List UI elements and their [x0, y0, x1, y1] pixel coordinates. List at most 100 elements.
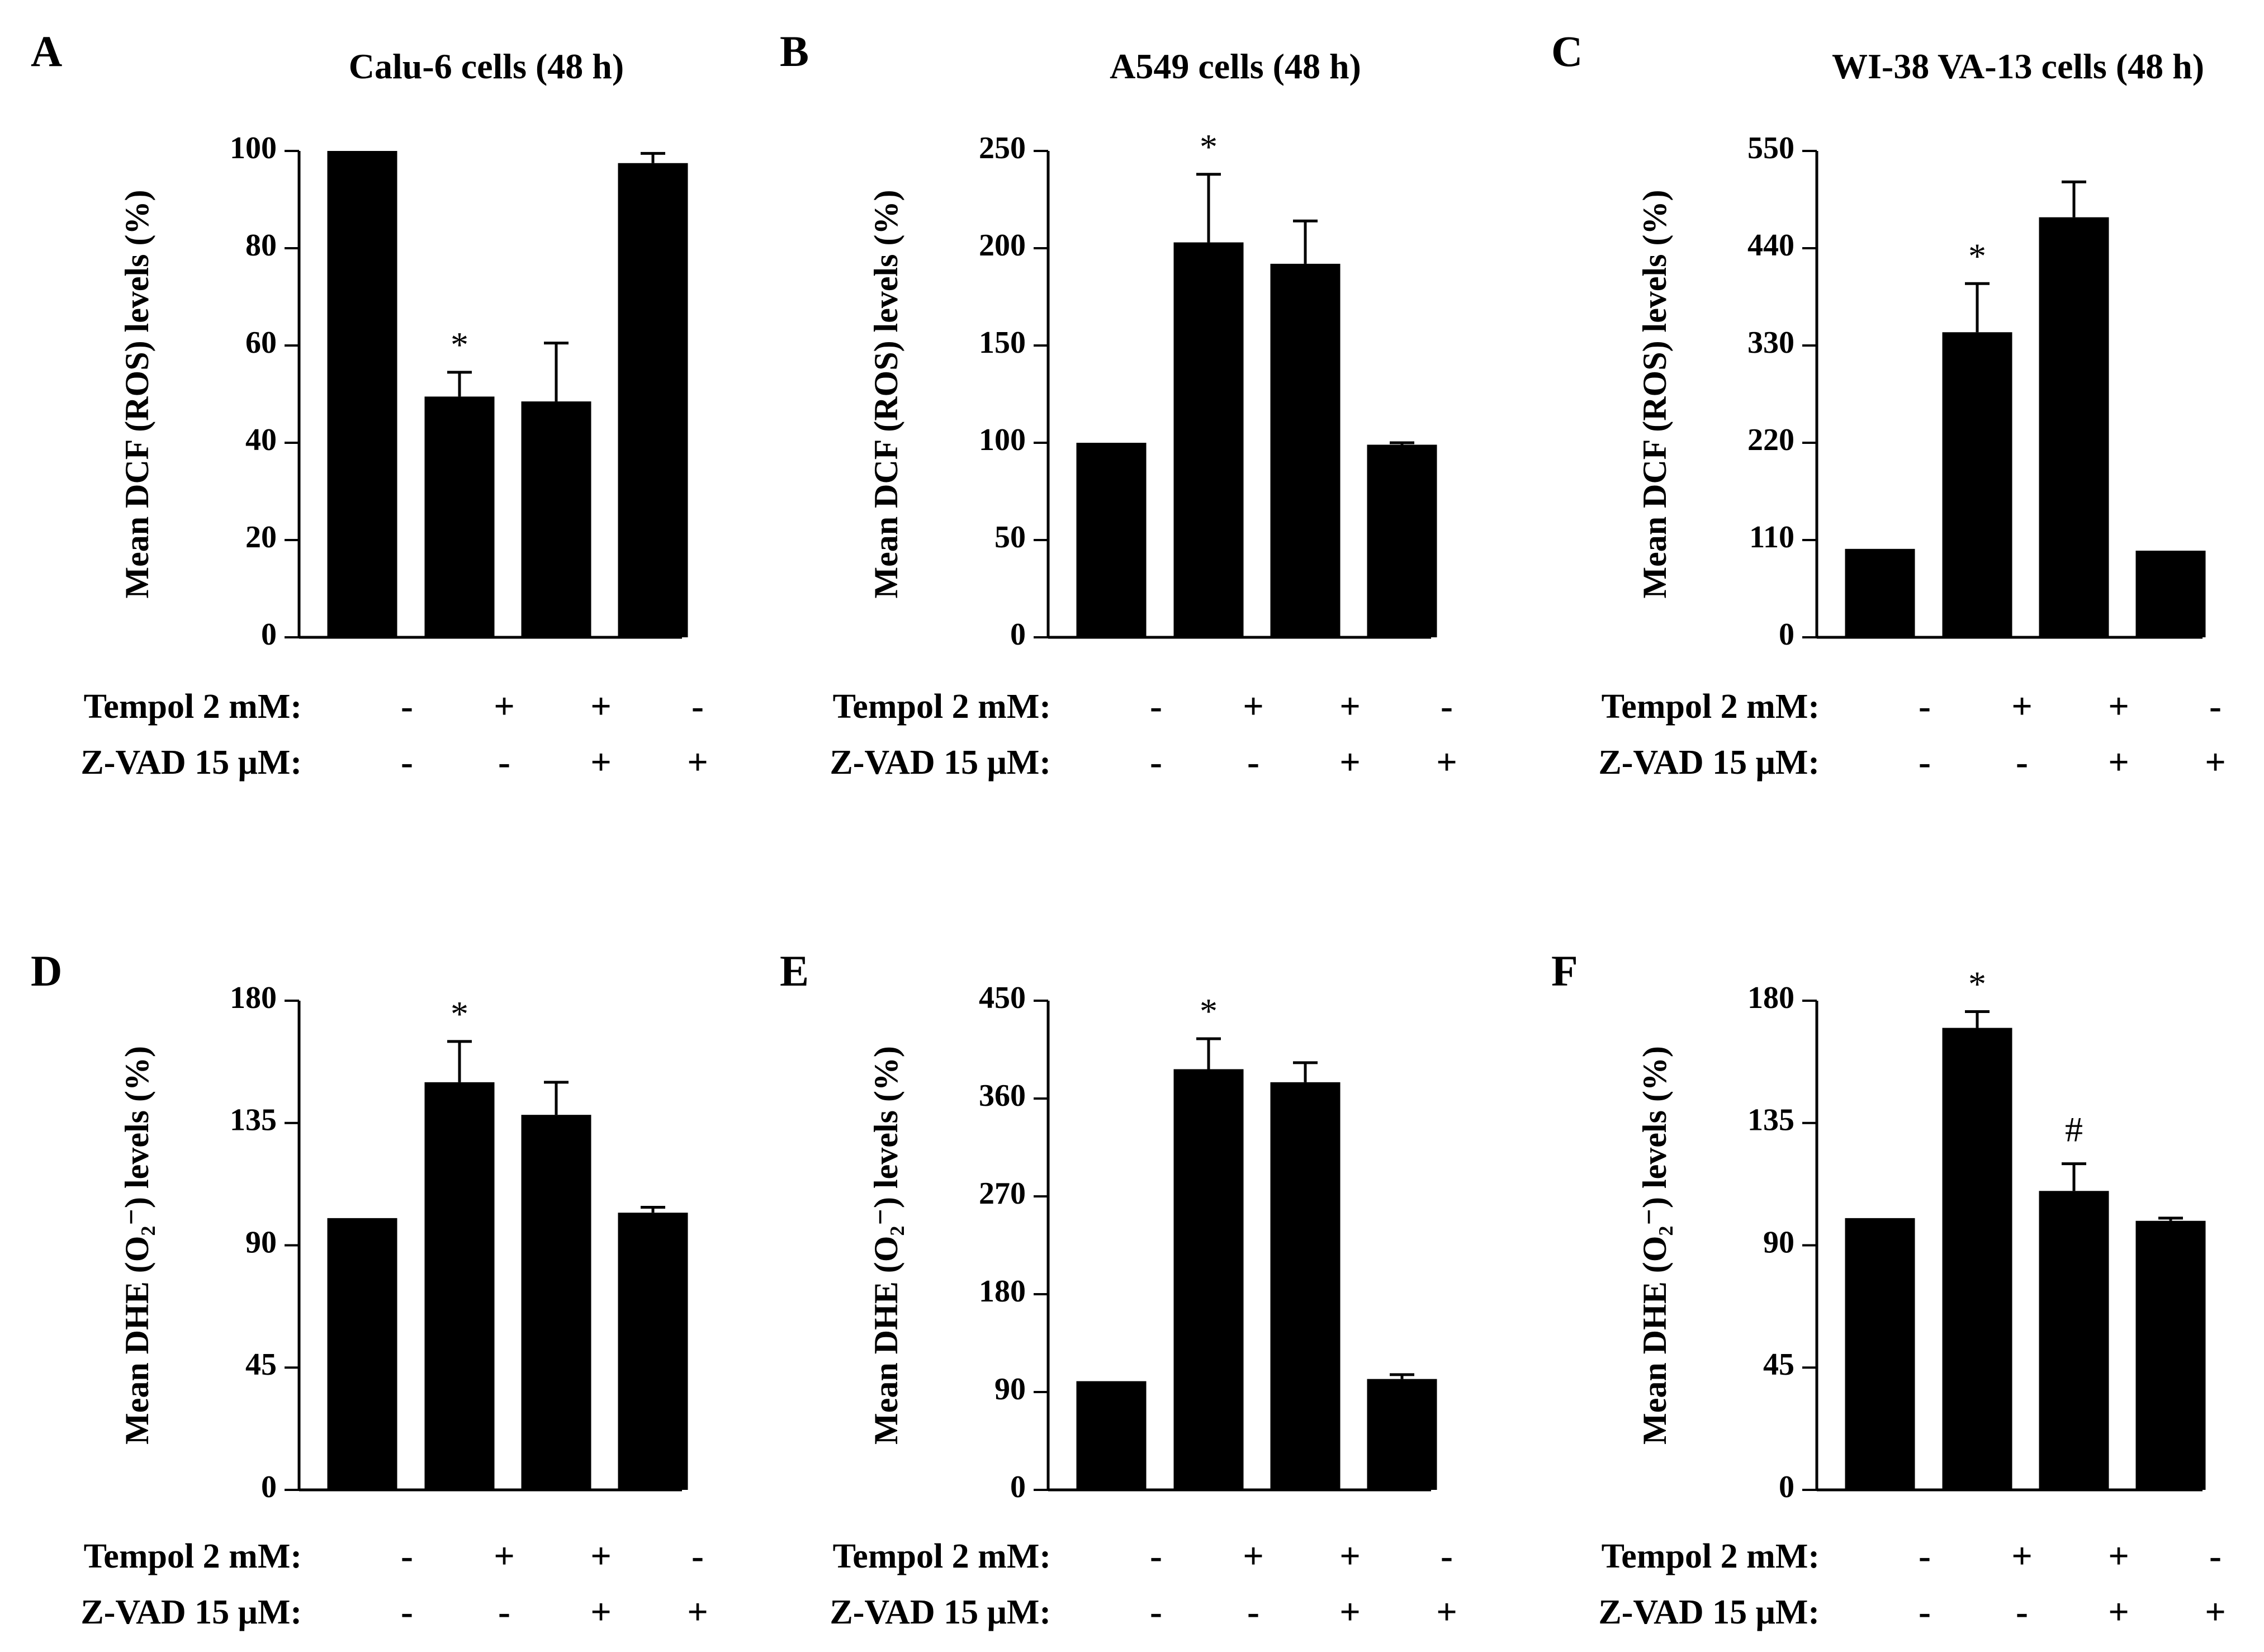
bar	[2135, 550, 2206, 637]
condition-sign: +	[590, 1536, 612, 1577]
significance-mark: *	[1200, 991, 1218, 1031]
y-tick-label: 0	[261, 1470, 277, 1504]
condition-sign: -	[498, 742, 510, 783]
condition-label: Tempol 2 mM:	[833, 1537, 1051, 1575]
condition-sign: +	[2011, 686, 2033, 727]
bar	[618, 163, 688, 637]
y-tick-label: 50	[994, 520, 1026, 555]
y-tick-label: 360	[979, 1078, 1026, 1113]
condition-sign: +	[590, 686, 612, 727]
condition-sign: -	[2016, 1592, 2028, 1632]
bar	[1173, 1069, 1244, 1490]
condition-sign: +	[1243, 1536, 1264, 1577]
condition-sign: +	[2108, 686, 2129, 727]
y-axis-label: Mean DHE (O₂⁻) levels (%)	[868, 1046, 904, 1445]
condition-sign: -	[1919, 1592, 1931, 1632]
condition-sign: -	[1919, 686, 1931, 727]
condition-sign: -	[1247, 742, 1259, 783]
condition-label: Tempol 2 mM:	[833, 688, 1051, 726]
condition-sign: -	[1247, 1592, 1259, 1632]
bar	[521, 401, 591, 637]
y-tick-label: 45	[1763, 1347, 1794, 1382]
y-axis-label: Mean DHE (O₂⁻) levels (%)	[1636, 1046, 1673, 1445]
condition-sign: +	[687, 1592, 708, 1632]
condition-sign: +	[2011, 1536, 2033, 1577]
condition-sign: -	[1919, 1536, 1931, 1577]
condition-sign: -	[2016, 742, 2028, 783]
y-tick-label: 135	[1747, 1103, 1794, 1138]
panel-letter: F	[1551, 946, 1578, 995]
bar	[1942, 332, 2012, 637]
condition-sign: +	[1243, 686, 1264, 727]
condition-sign: +	[1436, 1592, 1457, 1632]
panel-letter: C	[1551, 27, 1583, 75]
y-tick-label: 270	[979, 1176, 1026, 1211]
bar	[327, 151, 397, 637]
condition-sign: -	[1150, 1592, 1162, 1632]
chart-panel-e: E Mean DHE (O₂⁻) levels (%) 0 90 180 270 360 45…	[780, 946, 1457, 1632]
condition-label: Tempol 2 mM:	[1602, 1537, 1820, 1575]
y-tick-label: 60	[245, 325, 277, 360]
bar	[2039, 217, 2109, 637]
condition-sign: +	[1339, 686, 1361, 727]
condition-sign: +	[2108, 742, 2129, 783]
condition-sign: -	[691, 1536, 704, 1577]
condition-sign: -	[1150, 1536, 1162, 1577]
y-tick-label: 100	[979, 423, 1026, 457]
chart-panel-b: B A549 cells (48 h) Mean DCF (ROS) levels …	[780, 27, 1457, 783]
y-tick-label: 100	[230, 131, 277, 165]
condition-sign: -	[1441, 686, 1453, 727]
y-tick-label: 90	[994, 1372, 1026, 1407]
bar	[1845, 1218, 1915, 1490]
y-tick-label: 0	[261, 617, 277, 652]
condition-label: Z-VAD 15 μM:	[1598, 744, 1820, 782]
condition-sign: -	[401, 742, 413, 783]
bar	[618, 1213, 688, 1490]
bar	[1076, 1381, 1147, 1490]
y-tick-label: 180	[979, 1274, 1026, 1309]
condition-sign: -	[1919, 742, 1931, 783]
condition-label: Z-VAD 15 μM:	[830, 744, 1051, 782]
condition-sign: -	[1441, 1536, 1453, 1577]
condition-sign: +	[2108, 1592, 2129, 1632]
y-tick-label: 0	[1779, 617, 1794, 652]
bar	[521, 1115, 591, 1490]
bar	[1173, 242, 1244, 637]
y-tick-label: 180	[1747, 981, 1794, 1015]
chart-title: Calu-6 cells (48 h)	[349, 46, 624, 86]
y-tick-label: 440	[1747, 228, 1794, 263]
chart-panel-d: D Mean DHE (O₂⁻) levels (%) 0 45 90 135 180 * Te…	[31, 946, 708, 1632]
significance-mark: *	[451, 994, 468, 1034]
significance-mark: *	[451, 325, 468, 365]
condition-sign: +	[494, 1536, 515, 1577]
y-tick-label: 110	[1749, 520, 1794, 555]
y-tick-label: 0	[1010, 1470, 1026, 1504]
condition-sign: +	[590, 1592, 612, 1632]
y-tick-label: 135	[230, 1103, 277, 1138]
bar	[1845, 548, 1915, 637]
condition-sign: -	[691, 686, 704, 727]
chart-title: WI-38 VA-13 cells (48 h)	[1832, 46, 2204, 86]
y-tick-label: 550	[1747, 131, 1794, 165]
bar	[1367, 1379, 1437, 1490]
condition-sign: +	[2108, 1536, 2129, 1577]
y-tick-label: 80	[245, 228, 277, 263]
y-axis-label: Mean DCF (ROS) levels (%)	[119, 190, 155, 599]
y-axis-label: Mean DHE (O₂⁻) levels (%)	[119, 1046, 155, 1445]
y-tick-label: 330	[1747, 325, 1794, 360]
condition-label: Tempol 2 mM:	[84, 1537, 302, 1575]
significance-mark: #	[2065, 1110, 2083, 1149]
chart-panel-c: C WI-38 VA-13 cells (48 h) Mean DCF (ROS) …	[1551, 27, 2226, 783]
condition-label: Z-VAD 15 μM:	[1598, 1593, 1820, 1631]
y-tick-label: 180	[230, 981, 277, 1015]
condition-label: Tempol 2 mM:	[84, 688, 302, 726]
condition-sign: +	[590, 742, 612, 783]
significance-mark: *	[1968, 236, 1986, 276]
significance-mark: *	[1200, 127, 1218, 167]
condition-sign: -	[1150, 742, 1162, 783]
bar	[1942, 1028, 2012, 1490]
condition-sign: +	[1436, 742, 1457, 783]
condition-sign: +	[1339, 742, 1361, 783]
panel-letter: E	[780, 946, 809, 995]
bar	[1367, 444, 1437, 637]
